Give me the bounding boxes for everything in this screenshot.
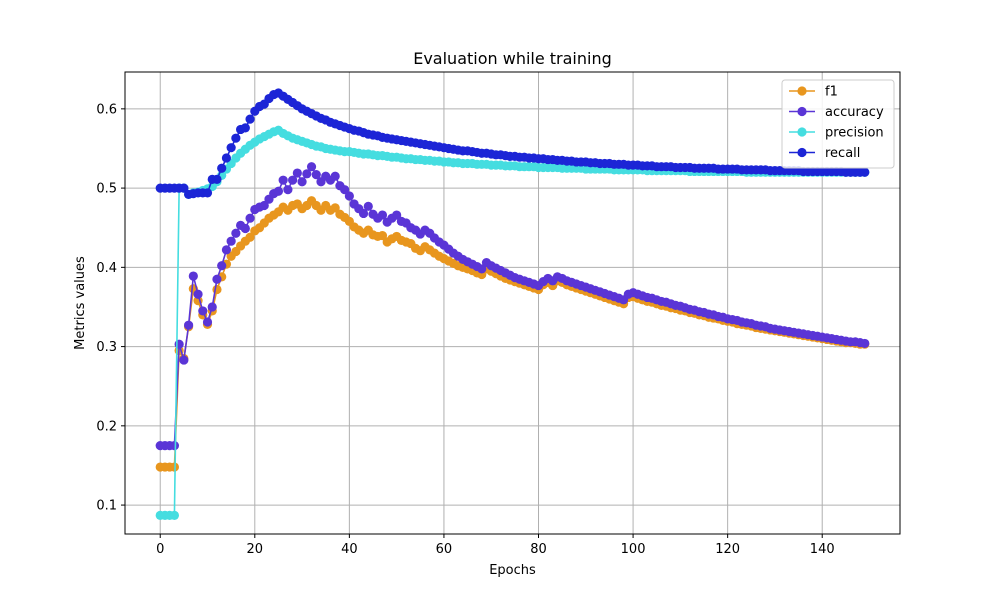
y-tick-label: 0.3	[96, 340, 117, 355]
data-point-accuracy	[202, 317, 213, 327]
legend-label-recall: recall	[825, 146, 860, 161]
data-point-accuracy	[330, 171, 340, 181]
data-point-accuracy	[184, 320, 194, 330]
x-tick-label: 140	[810, 542, 835, 557]
x-tick-label: 60	[436, 542, 453, 557]
series-accuracy	[155, 162, 870, 451]
plot-frame	[124, 71, 901, 535]
data-point-accuracy	[477, 264, 487, 274]
data-point-f1	[245, 232, 255, 242]
data-point-recall	[226, 143, 236, 153]
y-tick-label: 0.4	[96, 261, 117, 276]
x-tick-label: 100	[621, 542, 646, 557]
data-point-f1	[212, 284, 222, 295]
legend: f1 accuracy precision recall	[781, 79, 895, 169]
data-point-accuracy	[392, 210, 402, 220]
data-point-accuracy	[297, 177, 307, 187]
data-point-accuracy	[306, 162, 317, 172]
y-tick-label: 0.6	[96, 102, 117, 117]
x-axis-label: Epochs	[489, 563, 536, 578]
data-point-accuracy	[193, 289, 203, 299]
data-point-precision	[169, 510, 180, 520]
x-tick-label: 40	[341, 542, 358, 557]
data-point-accuracy	[273, 186, 284, 196]
x-tick-label: 0	[156, 542, 164, 557]
data-point-recall	[860, 167, 870, 177]
data-point-accuracy	[226, 236, 236, 246]
data-point-recall	[245, 114, 255, 124]
x-tick-label: 80	[530, 542, 547, 557]
legend-marker-recall	[797, 147, 807, 158]
data-point-accuracy	[188, 271, 198, 281]
legend-box	[781, 79, 895, 169]
data-point-accuracy	[302, 169, 312, 179]
data-point-accuracy	[292, 168, 302, 178]
data-point-accuracy	[363, 201, 373, 211]
data-point-accuracy	[311, 170, 321, 180]
data-point-accuracy	[207, 302, 217, 312]
data-point-f1	[377, 231, 388, 241]
chart-title: Evaluation while training	[413, 49, 612, 68]
series-layer	[155, 88, 870, 520]
legend-marker-f1	[797, 86, 807, 96]
data-point-accuracy	[169, 441, 180, 451]
y-tick-label: 0.5	[96, 182, 117, 197]
data-point-accuracy	[278, 175, 288, 185]
data-point-accuracy	[344, 191, 354, 201]
data-point-accuracy	[212, 274, 222, 284]
legend-label-f1: f1	[825, 85, 838, 100]
legend-marker-precision	[797, 127, 807, 137]
x-tick-label: 120	[715, 542, 740, 557]
data-point-recall	[212, 174, 222, 184]
legend-marker-accuracy	[797, 106, 807, 117]
legend-label-precision: precision	[825, 126, 884, 141]
data-point-accuracy	[217, 261, 227, 271]
data-point-recall	[179, 183, 189, 193]
axis-ticks: 0 20 40 60 80 100 120 140 0.1 0.2 0.3 0.4 0.5 0.6	[96, 102, 834, 557]
data-point-accuracy	[198, 306, 208, 316]
y-axis-label: Metrics values	[73, 256, 88, 350]
data-point-accuracy	[221, 245, 232, 255]
data-point-f1	[330, 203, 340, 213]
data-point-accuracy	[259, 200, 269, 211]
legend-label-accuracy: accuracy	[825, 105, 884, 120]
data-point-accuracy	[860, 338, 870, 349]
data-point-recall	[240, 123, 250, 133]
data-point-accuracy	[377, 210, 388, 220]
data-point-accuracy	[283, 185, 293, 195]
y-tick-label: 0.1	[96, 499, 117, 514]
data-point-accuracy	[240, 223, 250, 234]
series-recall	[155, 88, 870, 200]
data-point-accuracy	[174, 339, 184, 349]
x-tick-label: 20	[247, 542, 264, 557]
data-point-accuracy	[231, 228, 241, 238]
data-point-recall	[221, 153, 232, 163]
data-point-recall	[217, 163, 227, 173]
data-point-accuracy	[288, 175, 298, 185]
data-point-accuracy	[245, 213, 255, 223]
data-point-recall	[231, 133, 241, 143]
data-point-accuracy	[358, 208, 369, 219]
data-point-recall	[202, 188, 213, 198]
data-point-accuracy	[340, 185, 350, 195]
data-point-accuracy	[179, 355, 189, 365]
y-tick-label: 0.2	[96, 419, 117, 434]
